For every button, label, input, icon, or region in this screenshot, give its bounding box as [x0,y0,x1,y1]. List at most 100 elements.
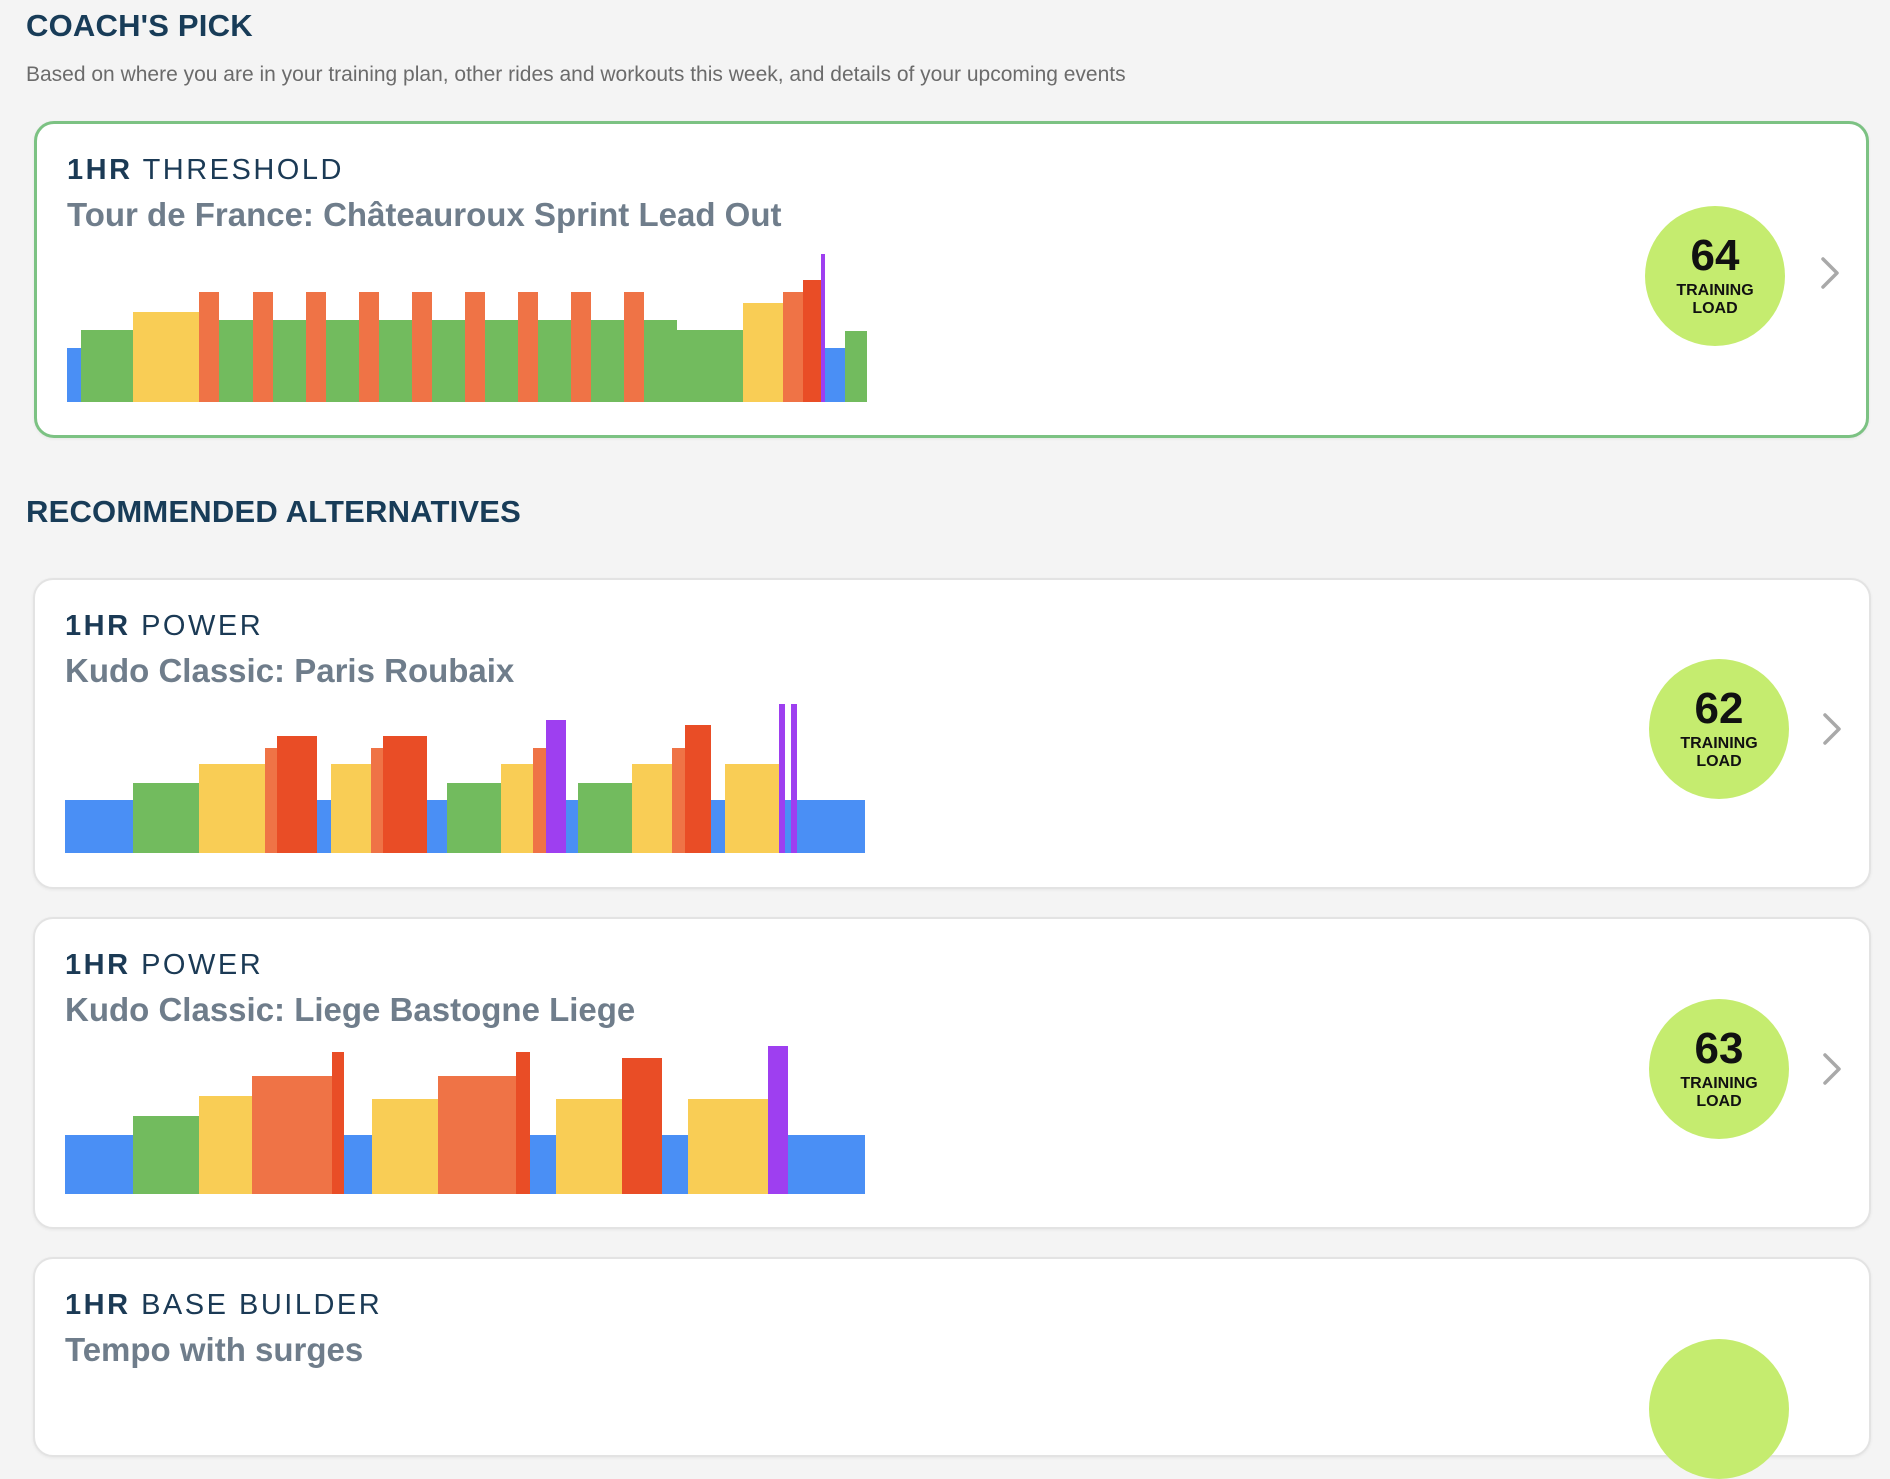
interval-bar-blue [788,1135,865,1194]
interval-bar-orange [199,292,219,402]
workout-name: Kudo Classic: Liege Bastogne Liege [65,991,636,1028]
interval-bar-blue [344,1135,372,1194]
workout-category: POWER [141,610,264,642]
interval-bar-blue [566,800,578,853]
workout-card-coach-pick[interactable]: 1HR THRESHOLD Tour de France: Châteaurou… [34,121,1869,438]
interval-bar-green [133,783,199,853]
interval-bar-green [485,320,518,402]
interval-bar-yellow [556,1099,622,1194]
workout-type: 1HR THRESHOLD [67,154,344,187]
interval-bar-blue [785,800,791,853]
training-load-badge: 63 TRAINING LOAD [1649,999,1789,1139]
interval-bar-green [447,783,501,853]
interval-bar-red [516,1052,530,1194]
interval-bar-red [277,736,317,853]
interval-bar-blue [797,800,865,853]
interval-bar-purple [791,704,797,853]
interval-bar-orange [412,292,432,402]
interval-bar-green [591,320,624,402]
interval-bar-yellow [725,764,779,853]
alternatives-title: RECOMMENDED ALTERNATIVES [26,494,522,529]
workout-card-alternative[interactable]: 1HR BASE BUILDER Tempo with surges [33,1257,1871,1479]
interval-bar-orange [252,1076,332,1194]
interval-bar-red [332,1052,344,1194]
workout-duration: 1HR [65,949,131,981]
interval-bar-orange [624,292,644,402]
interval-bar-yellow [199,1096,252,1194]
interval-bar-green [578,783,632,853]
interval-bar-blue [65,1135,133,1194]
interval-bar-blue [427,800,447,853]
interval-bar-orange [533,748,546,853]
interval-bar-yellow [501,764,533,853]
interval-bar-purple [779,704,785,853]
interval-bar-red [383,736,427,853]
interval-bar-yellow [372,1099,438,1194]
interval-bar-orange [359,292,379,402]
training-load-badge: 62 TRAINING LOAD [1649,659,1789,799]
interval-bar-green [677,330,743,402]
training-load-value: 63 [1694,1024,1744,1073]
workout-profile-chart [67,254,867,402]
interval-bar-green [219,320,253,402]
interval-bar-orange [518,292,538,402]
interval-bar-green [432,320,465,402]
interval-bar-yellow [331,764,371,853]
training-load-value: 64 [1690,231,1740,280]
workout-category: BASE BUILDER [141,1289,383,1321]
interval-bar-orange [465,292,485,402]
interval-bar-purple [768,1046,788,1194]
coach-pick-title: COACH'S PICK [26,8,253,43]
workout-category: THRESHOLD [142,154,344,186]
interval-bar-orange [672,748,685,853]
interval-bar-orange [371,748,383,853]
training-load-value: 62 [1694,684,1744,733]
interval-bar-blue [711,800,725,853]
workout-card-alternative[interactable]: 1HR POWER Kudo Classic: Paris Roubaix 62… [33,578,1871,889]
interval-bar-orange [265,748,277,853]
interval-bar-purple [546,720,566,853]
training-load-badge: 64 TRAINING LOAD [1645,206,1785,346]
workout-profile-chart [65,704,865,853]
interval-bar-green [538,320,571,402]
training-load-badge [1649,1339,1789,1479]
interval-bar-green [845,331,867,402]
chevron-right-icon[interactable] [1819,711,1845,747]
workout-type: 1HR POWER [65,610,263,643]
interval-bar-green [81,330,133,402]
training-load-label: TRAINING LOAD [1680,1075,1758,1110]
interval-bar-red [685,725,711,853]
interval-bar-yellow [743,303,783,402]
workout-name: Kudo Classic: Paris Roubaix [65,652,515,689]
training-load-label: TRAINING LOAD [1676,282,1754,317]
interval-bar-red [622,1058,662,1194]
workout-duration: 1HR [65,610,131,642]
interval-bar-green [133,1116,199,1194]
coach-pick-subtitle: Based on where you are in your training … [26,63,1126,86]
chevron-right-icon[interactable] [1819,1051,1845,1087]
interval-bar-yellow [632,764,672,853]
training-load-label: TRAINING LOAD [1680,735,1758,770]
workout-category: POWER [141,949,264,981]
interval-bar-green [379,320,412,402]
workout-card-alternative[interactable]: 1HR POWER Kudo Classic: Liege Bastogne L… [33,917,1871,1229]
interval-bar-orange [253,292,273,402]
interval-bar-purple [821,254,825,402]
interval-bar-green [644,320,677,402]
interval-bar-blue [662,1135,688,1194]
interval-bar-blue [317,800,331,853]
interval-bar-blue [67,348,81,402]
interval-bar-green [273,320,306,402]
workout-duration: 1HR [67,154,133,186]
interval-bar-yellow [688,1099,768,1194]
interval-bar-blue [65,800,133,853]
workout-type: 1HR POWER [65,949,263,982]
interval-bar-green [326,320,359,402]
workout-name: Tour de France: Châteauroux Sprint Lead … [67,196,782,233]
workout-duration: 1HR [65,1289,131,1321]
interval-bar-orange [571,292,591,402]
workout-type: 1HR BASE BUILDER [65,1289,382,1322]
interval-bar-red [803,280,821,402]
chevron-right-icon[interactable] [1817,255,1843,291]
interval-bar-yellow [199,764,265,853]
